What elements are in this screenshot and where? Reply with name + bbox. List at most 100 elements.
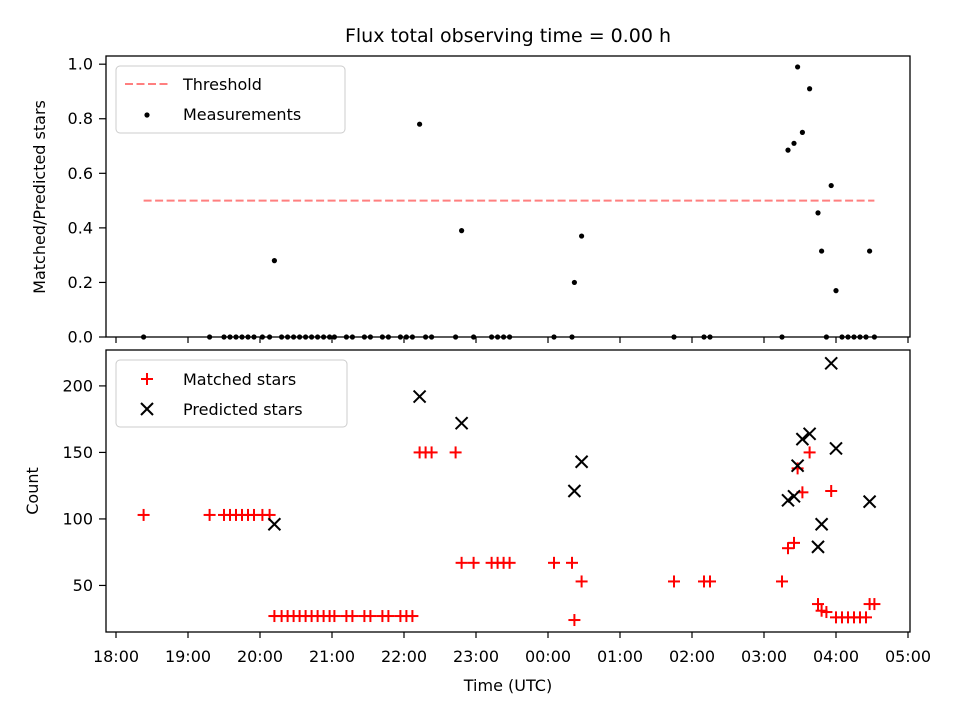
x-tick-label: 21:00 [309,647,355,666]
bottom-y-tick-label: 50 [73,576,93,595]
predicted-star-point [829,441,843,456]
top-y-tick-label: 1.0 [68,55,93,74]
x-tick-label: 22:00 [381,647,427,666]
top-y-axis-label: Matched/Predicted stars [30,100,49,294]
bottom-legend: Matched stars Predicted stars [115,359,348,428]
top-y-tick-label: 0.4 [68,218,93,237]
matched-star-point [449,446,462,459]
matched-star-point [425,446,438,459]
matched-star-point [346,610,359,623]
x-tick-label: 23:00 [453,647,499,666]
measurement-point [417,121,423,127]
predicted-star-point [781,493,795,508]
chart-title: Flux total observing time = 0.00 h [345,25,671,47]
top-legend: Threshold Measurements [115,65,346,134]
predicted-star-point [454,416,469,430]
x-tick-label: 18:00 [93,647,139,666]
predicted-star-point [824,356,838,371]
matched-star-point [455,556,468,569]
top-axes-frame [105,55,911,338]
matched-star-point [820,606,833,619]
top-plot-area [141,64,878,340]
top-y-tick-label: 0.8 [68,109,93,128]
predicted-star-point [795,432,810,446]
measurement-point [807,86,813,92]
measurement-point [795,64,801,70]
matched-star-point [788,536,800,549]
measurements-legend-marker [144,112,150,118]
x-tick-label: 04:00 [813,647,859,666]
bottom-y-ticks: 50 100 150 200 [62,376,106,595]
predicted-legend-marker [140,402,154,416]
bottom-plot-area [137,356,881,627]
measurement-point [828,182,834,189]
bottom-x-ticks: 18:00 19:00 20:00 21:00 22:00 23:00 00:00 01:00… [93,632,931,666]
predicted-star-point [790,459,805,473]
measurement-point [867,248,873,254]
predicted-star-point [862,494,877,509]
x-tick-label: 05:00 [885,647,931,666]
predicted-star-point [567,484,582,498]
top-y-tick-label: 0.0 [68,328,93,347]
matched-star-point [776,575,788,588]
predicted-star-point [802,427,817,441]
matched-star-point [566,556,578,569]
top-y-tick-label: 0.6 [68,164,93,183]
bottom-axes-frame [105,349,911,633]
measurement-point [271,258,277,264]
measurement-point [459,228,465,234]
bottom-y-tick-label: 100 [62,509,93,528]
matched-star-point [704,575,716,588]
matched-star-point [137,508,150,521]
measurement-point [579,233,585,239]
matched-star-point [825,485,838,497]
threshold-legend-label: Threshold [182,75,262,94]
matched-star-point [548,556,560,569]
predicted-star-point [811,540,825,554]
top-y-ticks: 0.0 0.2 0.4 0.6 0.8 1.0 [68,55,106,347]
top-y-tick-label: 0.2 [68,273,93,292]
matched-star-point [328,610,341,623]
matched-star-point [503,556,516,569]
top-x-ticks [115,337,909,343]
bottom-y-tick-label: 150 [62,443,93,462]
matched-legend-marker [141,373,153,385]
bottom-y-tick-label: 200 [62,376,93,395]
measurement-point [791,140,797,146]
x-tick-label: 02:00 [669,647,715,666]
matched-star-point [803,446,816,459]
x-tick-label: 00:00 [525,647,571,666]
measurement-point [815,210,821,216]
predicted-star-point [574,455,589,469]
x-tick-label: 20:00 [237,647,283,666]
measurements-legend-label: Measurements [183,105,301,124]
predicted-legend-label: Predicted stars [183,400,303,419]
bottom-legend-box [115,359,348,428]
matched-star-point [575,575,588,588]
predicted-star-point [412,389,427,404]
matched-star-point [568,614,581,627]
matched-star-point [782,542,794,555]
top-legend-box [115,65,346,134]
matched-star-point [406,610,419,623]
bottom-y-axis-label: Count [23,467,42,515]
x-tick-label: 19:00 [165,647,211,666]
measurement-point [819,248,825,254]
predicted-star-point [267,517,282,531]
matched-legend-label: Matched stars [183,370,296,389]
x-tick-label: 03:00 [741,647,787,666]
measurement-point [833,288,839,294]
x-tick-label: 01:00 [597,647,643,666]
top-panel: 0.0 0.2 0.4 0.6 0.8 1.0 Matched/Predicted sta… [30,55,911,347]
measurement-point [571,279,578,286]
matched-star-point [467,556,480,569]
matched-star-point [812,598,824,611]
matched-star-point [364,610,377,623]
measurement-point [799,129,806,135]
matched-star-point [668,575,680,588]
predicted-star-point [787,489,801,504]
matched-star-point [860,611,872,624]
x-axis-label: Time (UTC) [463,676,552,695]
matched-star-point [382,610,395,623]
